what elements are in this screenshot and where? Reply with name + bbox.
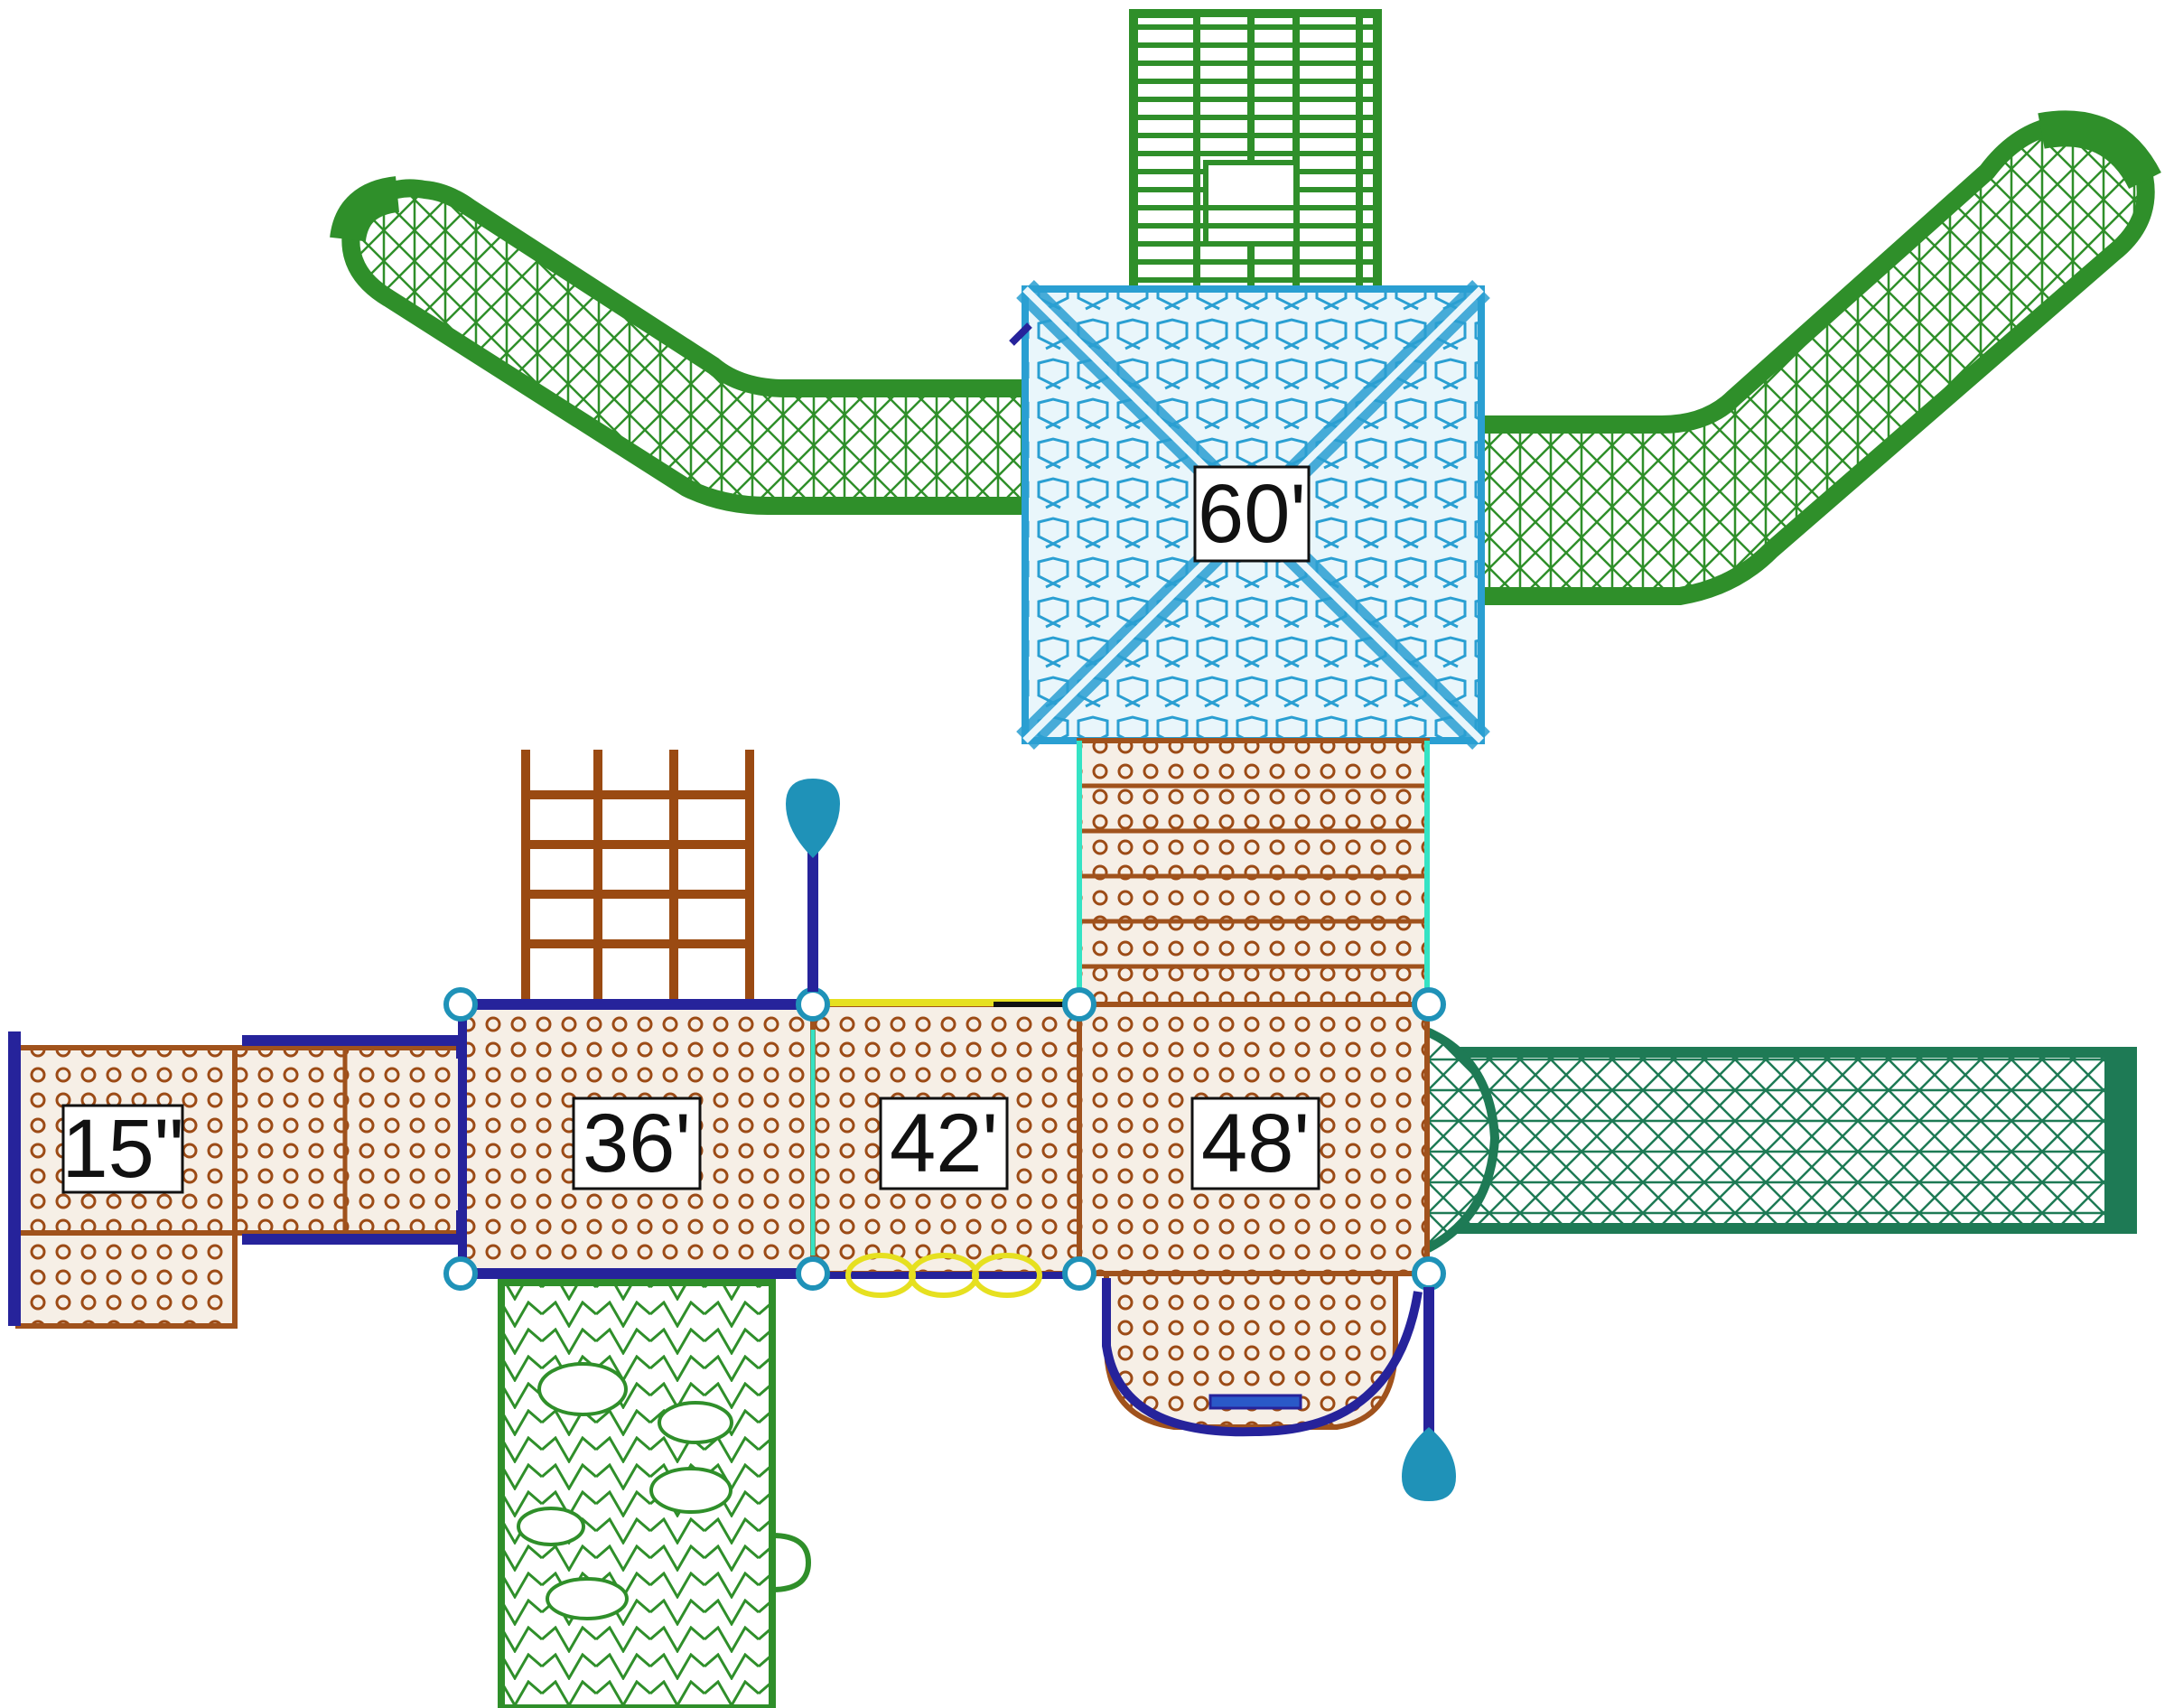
platform-48: 48' xyxy=(1077,1002,1430,1437)
platform-15: 15" xyxy=(8,1031,465,1329)
post xyxy=(443,987,478,1022)
left-wave-slide xyxy=(330,176,1039,515)
post xyxy=(1062,1256,1096,1291)
roof-height-label: 60' xyxy=(1198,468,1306,560)
platform-36-height-label: 36' xyxy=(583,1097,691,1190)
post xyxy=(443,1256,478,1291)
roof-label-box xyxy=(1193,465,1311,563)
post xyxy=(1412,987,1446,1022)
platform-42: 42' xyxy=(810,999,1082,1298)
support-posts xyxy=(443,987,1446,1291)
right-tube-slide xyxy=(1417,1025,2137,1255)
platform-15-height-label: 15" xyxy=(62,1103,184,1195)
finial-pole-upper xyxy=(786,779,840,992)
bottom-left-slide xyxy=(498,1279,812,1708)
right-wave-slide xyxy=(1454,110,2161,605)
platform-42-label-box xyxy=(879,1097,1009,1190)
stair-deck xyxy=(1077,738,1430,1014)
post xyxy=(796,1256,830,1291)
platform-36: 36' xyxy=(458,999,816,1279)
platform-48-height-label: 48' xyxy=(1201,1097,1310,1190)
platform-48-label-box xyxy=(1190,1097,1320,1190)
roof-60: 60' xyxy=(1009,280,1490,750)
post xyxy=(1412,1256,1446,1291)
platform-15-label-box xyxy=(61,1104,184,1194)
post xyxy=(1062,987,1096,1022)
post xyxy=(796,987,830,1022)
brown-climbing-ladder xyxy=(521,750,754,1001)
finial-pole-lower xyxy=(1402,1287,1456,1501)
platform-36-label-box xyxy=(572,1097,702,1190)
platform-42-height-label: 42' xyxy=(890,1097,998,1190)
top-climbing-ladder xyxy=(1129,9,1382,303)
